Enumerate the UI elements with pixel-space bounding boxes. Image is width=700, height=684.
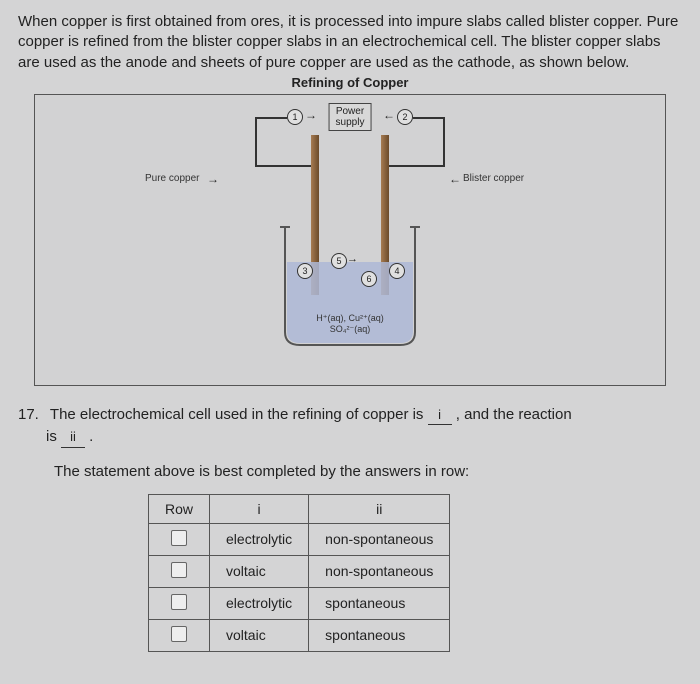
cell-i: voltaic: [210, 555, 309, 587]
question-number: 17.: [18, 404, 46, 427]
diagram-title: Refining of Copper: [18, 75, 682, 90]
intro-paragraph: When copper is first obtained from ores,…: [18, 12, 682, 73]
row-checkbox-cell: [149, 587, 210, 619]
power-supply-line1: Power: [336, 106, 365, 117]
checkbox[interactable]: [171, 530, 187, 546]
arrow-icon: ←: [449, 172, 461, 186]
question-line-2: is ii .: [18, 426, 682, 449]
arrow-icon: →: [347, 253, 358, 265]
cell-i: electrolytic: [210, 587, 309, 619]
checkbox[interactable]: [171, 594, 187, 610]
wire: [255, 165, 315, 167]
solution-label: H⁺(aq), Cu²⁺(aq) SO₄²⁻(aq): [300, 313, 400, 335]
header-i: i: [210, 494, 309, 523]
table-row: electrolytic spontaneous: [149, 587, 450, 619]
blister-copper-label: Blister copper: [463, 173, 524, 184]
diagram-frame: Power supply 1 → 2 ← Pure copper → Blist…: [34, 94, 666, 386]
wire: [413, 117, 445, 119]
header-row: Row: [149, 494, 210, 523]
question-text-3: is: [46, 428, 61, 445]
arrow-icon: ←: [383, 108, 395, 122]
question-block: 17. The electrochemical cell used in the…: [18, 404, 682, 652]
power-supply-line2: supply: [336, 117, 365, 128]
pure-copper-label: Pure copper: [145, 173, 199, 184]
arrow-icon: →: [305, 108, 317, 122]
solution-line1: H⁺(aq), Cu²⁺(aq): [300, 313, 400, 324]
row-checkbox-cell: [149, 619, 210, 651]
marker-3: 3: [297, 263, 313, 279]
question-text-2: , and the reaction: [456, 406, 572, 423]
checkbox[interactable]: [171, 626, 187, 642]
wire: [255, 117, 287, 119]
cell-ii: spontaneous: [309, 587, 450, 619]
checkbox[interactable]: [171, 562, 187, 578]
table-header-row: Row i ii: [149, 494, 450, 523]
cell-ii: non-spontaneous: [309, 523, 450, 555]
blank-i: i: [428, 405, 452, 426]
wire: [385, 165, 445, 167]
answer-table: Row i ii electrolytic non-spontaneous vo…: [148, 494, 450, 652]
marker-2: 2: [397, 109, 413, 125]
row-checkbox-cell: [149, 523, 210, 555]
question-text-4: .: [89, 428, 93, 445]
cell-ii: non-spontaneous: [309, 555, 450, 587]
power-supply-box: Power supply: [329, 103, 372, 131]
header-ii: ii: [309, 494, 450, 523]
diagram-area: Power supply 1 → 2 ← Pure copper → Blist…: [35, 95, 665, 355]
solution-line2: SO₄²⁻(aq): [300, 324, 400, 335]
marker-5: 5: [331, 253, 347, 269]
table-row: voltaic spontaneous: [149, 619, 450, 651]
wire: [255, 117, 257, 167]
marker-1: 1: [287, 109, 303, 125]
cell-i: electrolytic: [210, 523, 309, 555]
question-line-1: 17. The electrochemical cell used in the…: [18, 404, 682, 427]
page-container: When copper is first obtained from ores,…: [0, 0, 700, 684]
arrow-icon: →: [207, 172, 219, 186]
marker-6: 6: [361, 271, 377, 287]
cell-i: voltaic: [210, 619, 309, 651]
marker-4: 4: [389, 263, 405, 279]
table-row: voltaic non-spontaneous: [149, 555, 450, 587]
row-checkbox-cell: [149, 555, 210, 587]
wire: [443, 117, 445, 167]
row-prompt: The statement above is best completed by…: [54, 463, 682, 480]
blank-ii: ii: [61, 427, 85, 448]
question-text-1: The electrochemical cell used in the ref…: [50, 406, 428, 423]
cell-ii: spontaneous: [309, 619, 450, 651]
table-row: electrolytic non-spontaneous: [149, 523, 450, 555]
